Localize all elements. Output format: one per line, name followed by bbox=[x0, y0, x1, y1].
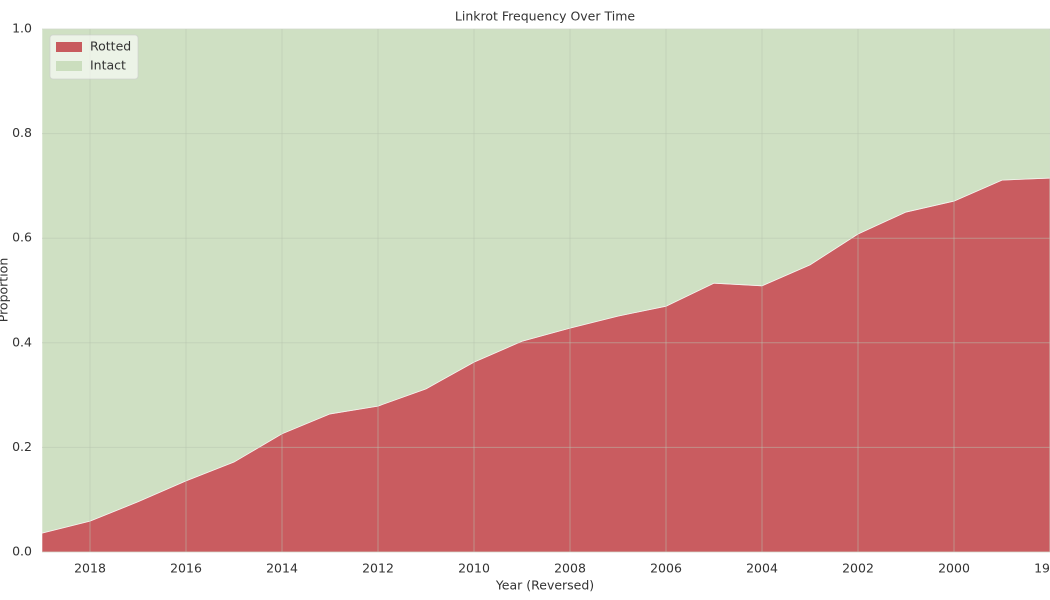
x-tick-label: 2004 bbox=[746, 561, 778, 576]
x-tick-label: 2016 bbox=[170, 561, 202, 576]
legend-swatch bbox=[56, 42, 82, 52]
y-axis-label: Proportion bbox=[0, 258, 11, 323]
chart-title: Linkrot Frequency Over Time bbox=[455, 9, 635, 24]
y-tick-label: 0.2 bbox=[12, 439, 32, 454]
legend: Rotted Intact bbox=[49, 34, 139, 80]
y-tick-label: 0.4 bbox=[12, 334, 32, 349]
x-tick-label: 2002 bbox=[842, 561, 874, 576]
x-tick-label: 2008 bbox=[554, 561, 586, 576]
legend-swatch bbox=[56, 61, 82, 71]
y-tick-label: 0.0 bbox=[12, 544, 32, 559]
x-tick-label: 2006 bbox=[650, 561, 682, 576]
legend-label: Rotted bbox=[90, 39, 131, 54]
x-axis-label: Year (Reversed) bbox=[495, 578, 594, 593]
legend-label: Intact bbox=[90, 58, 126, 73]
x-tick-label: 2014 bbox=[266, 561, 298, 576]
x-tick-label: 1998 bbox=[1034, 561, 1050, 576]
x-tick-label: 2010 bbox=[458, 561, 490, 576]
x-tick-label: 2012 bbox=[362, 561, 394, 576]
x-tick-label: 2018 bbox=[74, 561, 106, 576]
y-tick-label: 0.6 bbox=[12, 230, 32, 245]
x-tick-label: 2000 bbox=[938, 561, 970, 576]
y-tick-label: 1.0 bbox=[12, 21, 32, 36]
y-tick-label: 0.8 bbox=[12, 125, 32, 140]
